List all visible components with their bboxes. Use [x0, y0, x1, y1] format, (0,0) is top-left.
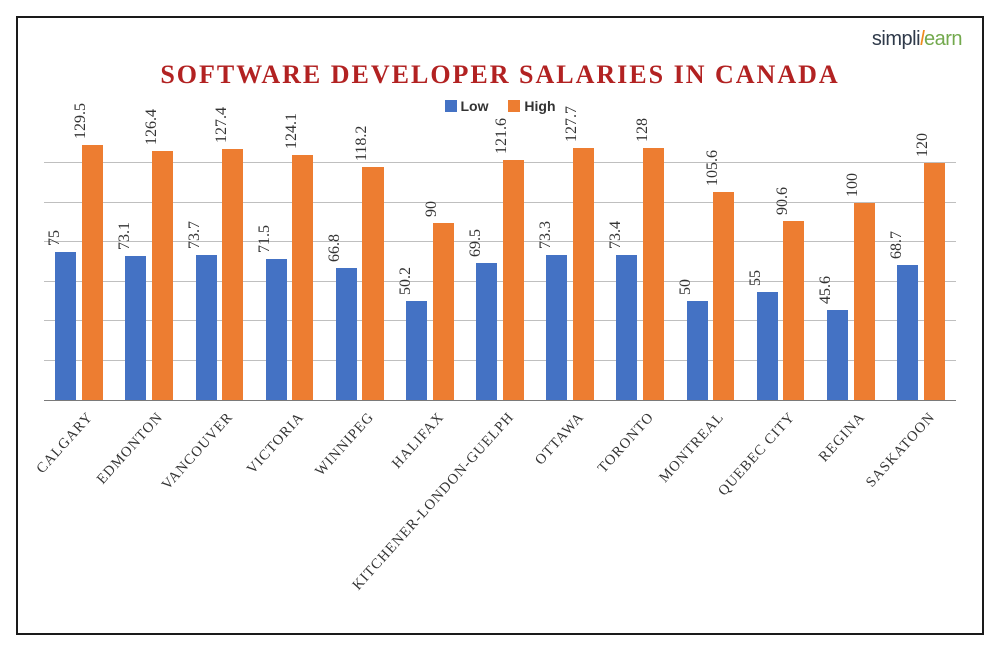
bar-label-low: 73.4 — [607, 221, 625, 249]
brand-logo: simplilearn — [872, 28, 962, 51]
bar-low: 66.8 — [336, 268, 357, 400]
bar-high: 90 — [433, 223, 454, 400]
x-axis-label: VICTORIA — [243, 409, 307, 478]
bar-label-high: 90 — [423, 201, 441, 217]
x-axis-label: WINNIPEG — [312, 409, 378, 480]
bar-group: 69.5 121.6 — [465, 120, 535, 400]
legend-swatch-low — [445, 100, 457, 112]
bar-label-low: 50 — [677, 279, 695, 295]
bar-label-high: 127.7 — [563, 106, 581, 142]
x-axis-label: TORONTO — [595, 409, 658, 477]
chart-title: SOFTWARE DEVELOPER SALARIES IN CANADA — [18, 60, 982, 90]
bar-group: 75 129.5 — [44, 120, 114, 400]
chart-x-axis: CALGARYEDMONTONVANCOUVERVICTORIAWINNIPEG… — [44, 402, 956, 632]
brand-part-4: earn — [924, 28, 962, 50]
bar-label-low: 73.1 — [116, 222, 134, 250]
bar-label-high: 128 — [634, 118, 652, 142]
brand-part-1: simpl — [872, 28, 916, 50]
bar-label-high: 129.5 — [72, 103, 90, 139]
bar-low: 69.5 — [476, 263, 497, 400]
legend-label-high: High — [524, 98, 555, 114]
x-axis-label: REGINA — [816, 409, 869, 466]
x-axis-label: OTTAWA — [532, 409, 588, 469]
bar-high: 100 — [854, 203, 875, 400]
bar-label-high: 120 — [914, 133, 932, 157]
bar-label-low: 45.6 — [817, 276, 835, 304]
bar-label-high: 118.2 — [353, 126, 371, 161]
x-axis-label: KITCHENER-LONDON-GUELPH — [349, 409, 518, 594]
bar-label-low: 55 — [747, 270, 765, 286]
bar-high: 90.6 — [783, 221, 804, 400]
bar-label-high: 100 — [844, 173, 862, 197]
bar-label-high: 126.4 — [143, 109, 161, 145]
bar-low: 73.1 — [125, 256, 146, 400]
bar-high: 127.7 — [573, 148, 594, 400]
bar-label-low: 73.3 — [537, 221, 555, 249]
bar-low: 73.4 — [616, 255, 637, 400]
bar-group: 73.1 126.4 — [114, 120, 184, 400]
bar-label-high: 127.4 — [213, 107, 231, 143]
bar-high: 118.2 — [362, 167, 383, 400]
bar-low: 50.2 — [406, 301, 427, 400]
bar-label-low: 50.2 — [397, 267, 415, 295]
bar-label-high: 124.1 — [283, 113, 301, 149]
bar-label-low: 68.7 — [888, 231, 906, 259]
x-axis-label: MONTREAL — [657, 409, 729, 486]
x-axis-label: HALIFAX — [389, 409, 448, 472]
bar-label-low: 75 — [46, 230, 64, 246]
x-axis-label: CALGARY — [33, 409, 97, 477]
bar-high: 124.1 — [292, 155, 313, 400]
bar-group: 50.2 90 — [395, 120, 465, 400]
bar-group: 50105.6 — [675, 120, 745, 400]
chart-frame: simplilearn SOFTWARE DEVELOPER SALARIES … — [16, 16, 984, 635]
bar-low: 68.7 — [897, 265, 918, 400]
x-axis-label: QUEBEC CITY — [715, 409, 799, 499]
bar-low: 71.5 — [266, 259, 287, 400]
legend-item-high: High — [508, 98, 555, 114]
chart-legend: Low High — [18, 98, 982, 114]
bar-low: 73.7 — [196, 255, 217, 400]
x-axis-label: EDMONTON — [94, 409, 167, 488]
bar-label-high: 105.6 — [704, 150, 722, 186]
bar-low: 73.3 — [546, 255, 567, 400]
bar-group: 73.4 128 — [605, 120, 675, 400]
x-axis-label: SASKATOON — [863, 409, 939, 491]
bar-group: 73.7127.4 — [184, 120, 254, 400]
chart-plot-area: 75129.573.1126.473.7127.471.5124.166.811… — [44, 120, 956, 401]
bar-group: 66.8118.2 — [325, 120, 395, 400]
bar-group: 71.5124.1 — [254, 120, 324, 400]
bar-low: 45.6 — [827, 310, 848, 400]
bar-label-low: 69.5 — [467, 229, 485, 257]
bar-label-low: 71.5 — [256, 225, 274, 253]
bar-low: 50 — [687, 301, 708, 400]
bar-label-high: 121.6 — [493, 118, 511, 154]
bar-label-low: 66.8 — [326, 234, 344, 262]
bar-group: 5590.6 — [746, 120, 816, 400]
bar-high: 128 — [643, 148, 664, 400]
bar-high: 127.4 — [222, 149, 243, 400]
bar-high: 126.4 — [152, 151, 173, 400]
bar-high: 129.5 — [82, 145, 103, 400]
legend-swatch-high — [508, 100, 520, 112]
legend-item-low: Low — [445, 98, 489, 114]
bar-low: 75 — [55, 252, 76, 400]
page-root: simplilearn SOFTWARE DEVELOPER SALARIES … — [0, 0, 1000, 651]
bar-low: 55 — [757, 292, 778, 400]
x-axis-label: VANCOUVER — [159, 409, 237, 493]
bar-high: 105.6 — [713, 192, 734, 400]
bar-high: 121.6 — [503, 160, 524, 400]
bar-group: 68.7 120 — [886, 120, 956, 400]
bar-group: 45.6 100 — [816, 120, 886, 400]
legend-label-low: Low — [461, 98, 489, 114]
bar-label-low: 73.7 — [186, 221, 204, 249]
bar-group: 73.3 127.7 — [535, 120, 605, 400]
bar-label-high: 90.6 — [774, 187, 792, 215]
bar-high: 120 — [924, 163, 945, 400]
